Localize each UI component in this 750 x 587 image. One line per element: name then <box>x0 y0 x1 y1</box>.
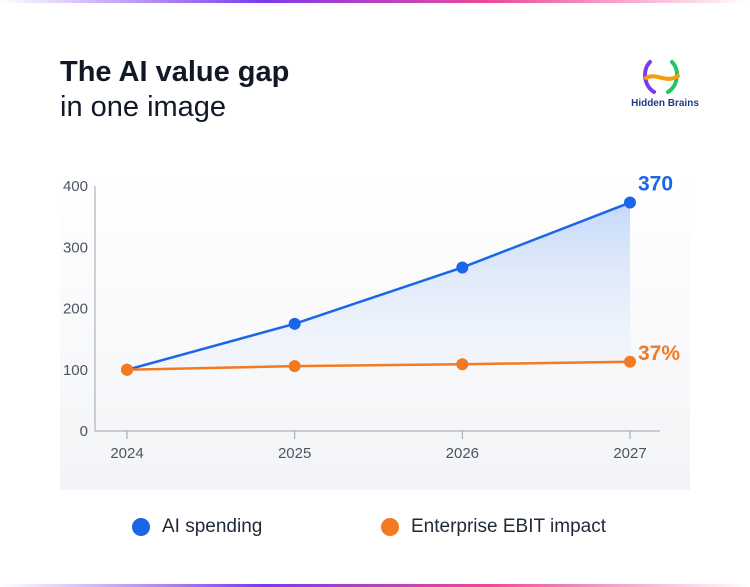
y-tick-label: 0 <box>80 423 88 440</box>
data-point-ai-spending <box>624 196 636 209</box>
x-tick-label: 2025 <box>278 445 311 462</box>
end-label-ebit-impact: 37% <box>638 342 680 365</box>
chart-subtitle: in one image <box>60 91 227 123</box>
y-tick-label: 400 <box>63 178 88 195</box>
data-point-ebit-impact <box>121 363 133 376</box>
legend-swatch-ebit-impact <box>381 518 399 536</box>
top-decorative-rule <box>0 0 750 3</box>
legend-item-ai-spending: AI spending <box>132 516 262 538</box>
data-point-ai-spending <box>288 317 301 330</box>
data-point-ebit-impact <box>456 358 469 371</box>
brand-logo-icon <box>643 60 680 94</box>
data-point-ebit-impact <box>288 360 301 373</box>
legend-swatch-ai-spending <box>132 518 150 536</box>
series-line-ai-spending <box>126 201 631 371</box>
x-tick-label: 2027 <box>613 445 646 462</box>
chart-title: The AI value gap <box>60 56 290 88</box>
data-point-ebit-impact <box>624 355 636 368</box>
value-gap-area <box>127 202 630 370</box>
x-tick-label: 2024 <box>110 445 143 462</box>
data-point-ai-spending <box>456 261 469 274</box>
y-tick-label: 200 <box>63 301 88 318</box>
legend-label-ebit-impact: Enterprise EBIT impact <box>411 516 607 537</box>
brand-logo-text: Hidden Brains <box>631 98 699 109</box>
x-tick-label: 2026 <box>446 445 479 462</box>
bottom-decorative-rule <box>0 584 750 587</box>
end-label-ai-spending: 370 <box>638 173 673 196</box>
y-tick-label: 100 <box>63 362 88 379</box>
legend-item-ebit-impact: Enterprise EBIT impact <box>381 516 606 538</box>
brand-logo: Hidden Brains <box>620 56 710 112</box>
series-line-ebit-impact <box>126 360 631 371</box>
legend-label-ai-spending: AI spending <box>162 516 263 537</box>
y-tick-label: 300 <box>63 239 88 256</box>
